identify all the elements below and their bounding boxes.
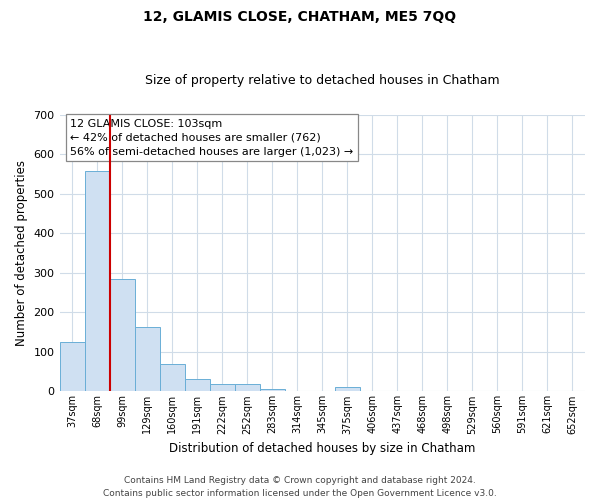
Title: Size of property relative to detached houses in Chatham: Size of property relative to detached ho…	[145, 74, 500, 87]
Bar	[335, 388, 360, 392]
Text: 12 GLAMIS CLOSE: 103sqm
← 42% of detached houses are smaller (762)
56% of semi-d: 12 GLAMIS CLOSE: 103sqm ← 42% of detache…	[70, 118, 353, 156]
Bar	[110, 278, 134, 392]
Y-axis label: Number of detached properties: Number of detached properties	[15, 160, 28, 346]
Bar	[185, 378, 209, 392]
Bar	[59, 342, 85, 392]
X-axis label: Distribution of detached houses by size in Chatham: Distribution of detached houses by size …	[169, 442, 475, 455]
Bar	[209, 384, 235, 392]
Bar	[235, 384, 260, 392]
Bar	[85, 171, 110, 392]
Bar	[260, 390, 285, 392]
Bar	[134, 327, 160, 392]
Text: Contains HM Land Registry data © Crown copyright and database right 2024.
Contai: Contains HM Land Registry data © Crown c…	[103, 476, 497, 498]
Text: 12, GLAMIS CLOSE, CHATHAM, ME5 7QQ: 12, GLAMIS CLOSE, CHATHAM, ME5 7QQ	[143, 10, 457, 24]
Bar	[160, 364, 185, 392]
